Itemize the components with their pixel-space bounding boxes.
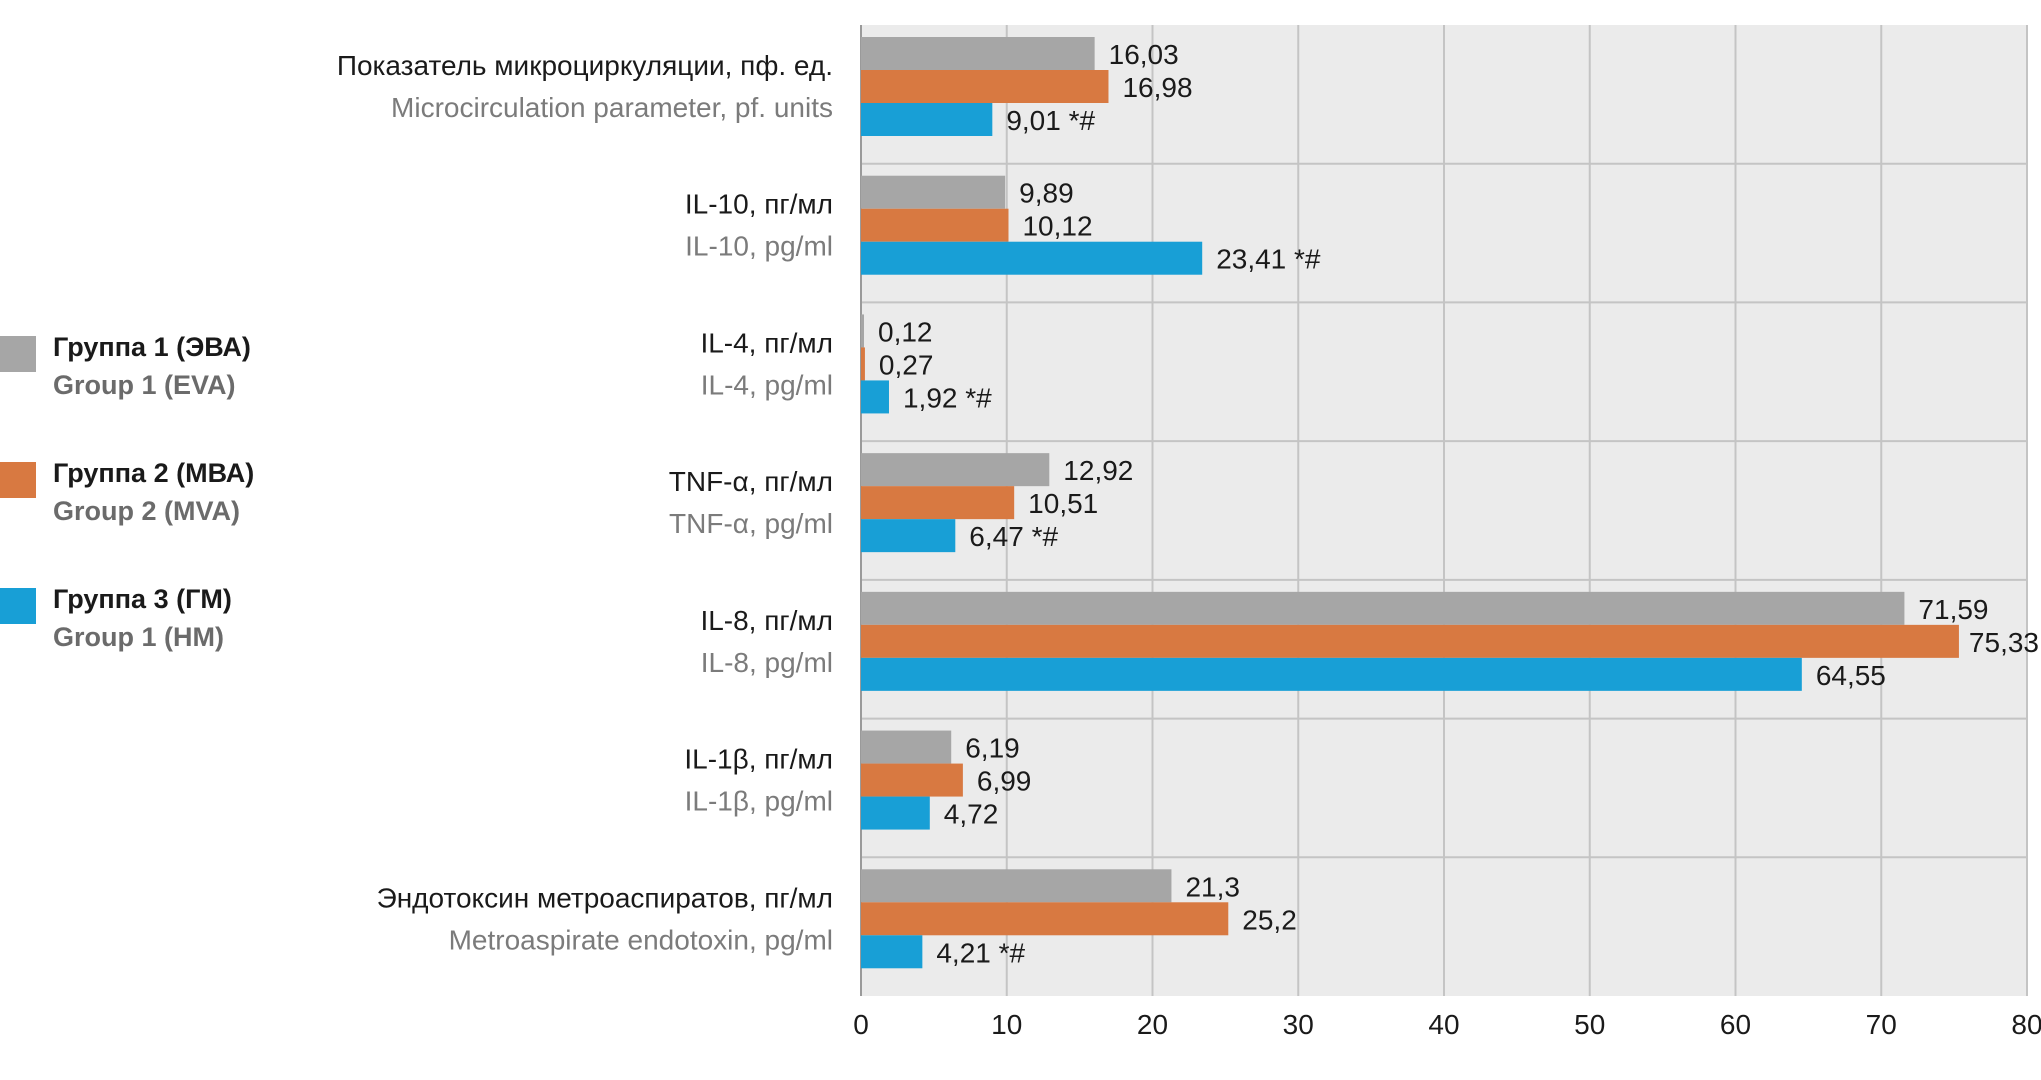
category-label-en: IL-10, pg/ml xyxy=(685,231,833,262)
bar xyxy=(861,796,930,830)
category-label-ru: Показатель микроциркуляции, пф. ед. xyxy=(337,50,833,81)
category-label-ru: IL-4, пг/мл xyxy=(700,327,833,358)
bar xyxy=(861,175,1006,209)
legend-swatch-group-2 xyxy=(0,462,36,498)
legend-swatch-group-3 xyxy=(0,588,36,624)
data-label: 4,72 xyxy=(944,799,999,830)
bar xyxy=(861,453,1050,487)
data-label: 21,3 xyxy=(1185,871,1240,902)
x-tick-label: 60 xyxy=(1720,1009,1751,1040)
data-label: 4,21 *# xyxy=(936,937,1025,968)
x-tick-label: 50 xyxy=(1574,1009,1605,1040)
bar xyxy=(861,935,923,969)
data-label: 9,01 *# xyxy=(1006,105,1095,136)
data-label: 6,19 xyxy=(965,733,1020,764)
x-tick-label: 80 xyxy=(2011,1009,2041,1040)
legend-label-en: Group 2 (MVA) xyxy=(53,496,240,526)
data-label: 16,03 xyxy=(1109,39,1179,70)
category-label-en: Metroaspirate endotoxin, pg/ml xyxy=(449,924,833,955)
bar xyxy=(861,208,1009,242)
bar xyxy=(861,657,1802,691)
data-label: 75,33 xyxy=(1969,627,2039,658)
legend-label-ru: Группа 2 (МВА) xyxy=(53,458,255,488)
x-tick-label: 30 xyxy=(1283,1009,1314,1040)
data-label: 10,12 xyxy=(1022,211,1092,242)
legend-label-ru: Группа 1 (ЭВА) xyxy=(53,332,251,362)
data-label: 0,27 xyxy=(879,349,934,380)
bar xyxy=(861,624,1959,658)
bar xyxy=(861,70,1109,103)
category-label-en: Microcirculation parameter, pf. units xyxy=(391,92,833,123)
category-label-en: IL-1β, pg/ml xyxy=(685,786,833,817)
bar xyxy=(861,103,993,136)
legend-item-group-2: Группа 2 (МВА) Group 2 (MVA) xyxy=(0,456,300,536)
bar xyxy=(861,763,963,797)
data-label: 6,99 xyxy=(977,766,1032,797)
category-label-ru: IL-10, пг/мл xyxy=(685,189,833,220)
bar xyxy=(861,591,1905,625)
x-tick-label: 20 xyxy=(1137,1009,1168,1040)
bar xyxy=(861,314,864,348)
bar xyxy=(861,37,1095,70)
legend-label-en: Group 1 (EVA) xyxy=(53,370,236,400)
category-label-ru: IL-1β, пг/мл xyxy=(684,744,833,775)
bar xyxy=(861,486,1015,520)
data-label: 12,92 xyxy=(1063,455,1133,486)
category-label-en: TNF-α, pg/ml xyxy=(669,508,833,539)
bar xyxy=(861,519,956,553)
data-label: 71,59 xyxy=(1918,594,1988,625)
bar xyxy=(861,902,1229,936)
category-label-ru: IL-8, пг/мл xyxy=(700,605,833,636)
data-label: 0,12 xyxy=(878,316,933,347)
x-tick-label: 40 xyxy=(1428,1009,1459,1040)
bar xyxy=(861,347,865,381)
legend-item-group-3: Группа 3 (ГМ) Group 1 (HM) xyxy=(0,582,300,662)
bar xyxy=(861,730,952,764)
category-label-en: IL-8, pg/ml xyxy=(701,647,833,678)
data-label: 64,55 xyxy=(1816,660,1886,691)
data-label: 9,89 xyxy=(1019,178,1074,209)
x-tick-label: 10 xyxy=(991,1009,1022,1040)
data-label: 10,51 xyxy=(1028,488,1098,519)
data-label: 16,98 xyxy=(1122,72,1192,103)
legend-swatch-group-1 xyxy=(0,336,36,372)
bar xyxy=(861,869,1172,903)
bar xyxy=(861,241,1203,275)
legend-label-ru: Группа 3 (ГМ) xyxy=(53,584,232,614)
x-tick-label: 70 xyxy=(1866,1009,1897,1040)
legend-item-group-1: Группа 1 (ЭВА) Group 1 (EVA) xyxy=(0,330,300,410)
data-label: 25,2 xyxy=(1242,904,1297,935)
legend-label-en: Group 1 (HM) xyxy=(53,622,224,652)
bar xyxy=(861,380,889,414)
category-label-ru: Эндотоксин метроаспиратов, пг/мл xyxy=(377,882,833,913)
x-tick-label: 0 xyxy=(853,1009,869,1040)
category-label-ru: TNF-α, пг/мл xyxy=(669,466,833,497)
data-label: 1,92 *# xyxy=(903,382,992,413)
data-label: 6,47 *# xyxy=(969,521,1058,552)
category-label-en: IL-4, pg/ml xyxy=(701,369,833,400)
data-label: 23,41 *# xyxy=(1216,244,1321,275)
